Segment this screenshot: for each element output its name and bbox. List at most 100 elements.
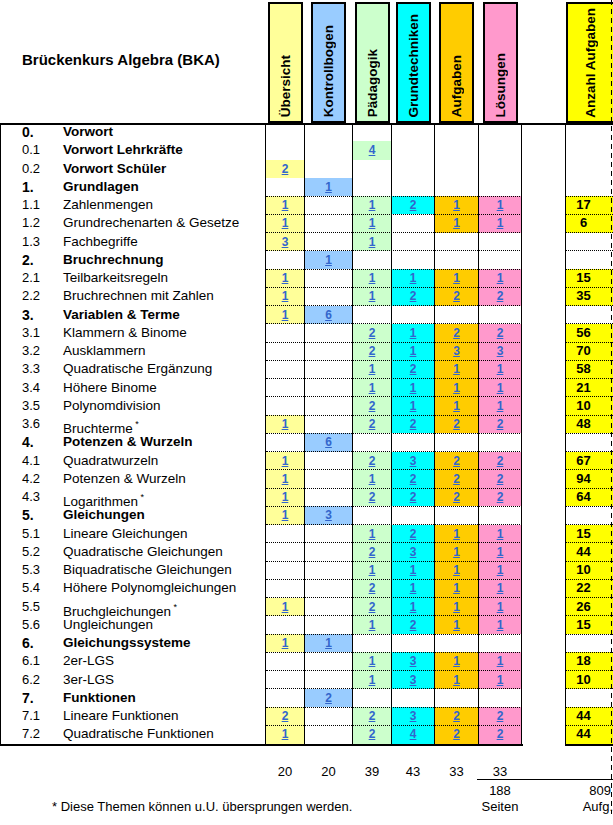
topic-link[interactable]: 1	[353, 616, 392, 634]
topic-link[interactable]: 1	[353, 379, 392, 397]
topic-link[interactable]: 1	[435, 598, 479, 616]
topic-link[interactable]: 2	[435, 415, 479, 433]
topic-link[interactable]: 1	[266, 506, 305, 524]
topic-link[interactable]: 1	[392, 324, 435, 342]
topic-link[interactable]: 1	[435, 652, 479, 670]
topic-link[interactable]: 3	[392, 652, 435, 670]
topic-link[interactable]: 1	[479, 196, 522, 214]
topic-link[interactable]: 1	[479, 579, 522, 597]
topic-link[interactable]: 3	[266, 233, 305, 251]
topic-link[interactable]: 1	[353, 269, 392, 287]
topic-link[interactable]: 2	[353, 707, 392, 725]
topic-link[interactable]: 1	[353, 652, 392, 670]
topic-link[interactable]: 2	[392, 470, 435, 488]
topic-link[interactable]: 3	[392, 707, 435, 725]
topic-link[interactable]: 1	[435, 525, 479, 543]
topic-link[interactable]: 3	[435, 342, 479, 360]
topic-link[interactable]: 2	[392, 360, 435, 378]
topic-link[interactable]: 1	[353, 287, 392, 305]
topic-link[interactable]: 2	[353, 342, 392, 360]
topic-link[interactable]: 1	[305, 634, 353, 652]
topic-link[interactable]: 2	[479, 452, 522, 470]
topic-link[interactable]: 1	[353, 525, 392, 543]
topic-link[interactable]: 1	[479, 360, 522, 378]
topic-link[interactable]: 1	[479, 543, 522, 561]
topic-link[interactable]: 4	[353, 141, 392, 159]
topic-link[interactable]: 2	[479, 324, 522, 342]
topic-link[interactable]: 2	[305, 689, 353, 707]
topic-link[interactable]: 2	[353, 543, 392, 561]
topic-link[interactable]: 2	[479, 415, 522, 433]
topic-link[interactable]: 1	[479, 671, 522, 689]
topic-link[interactable]: 2	[479, 707, 522, 725]
topic-link[interactable]: 1	[266, 415, 305, 433]
topic-link[interactable]: 2	[479, 725, 522, 743]
topic-link[interactable]: 2	[435, 452, 479, 470]
topic-link[interactable]: 2	[353, 397, 392, 415]
topic-link[interactable]: 2	[353, 452, 392, 470]
topic-link[interactable]: 1	[266, 470, 305, 488]
topic-link[interactable]: 2	[353, 324, 392, 342]
topic-link[interactable]: 1	[266, 306, 305, 324]
topic-link[interactable]: 2	[479, 470, 522, 488]
topic-link[interactable]: 1	[479, 214, 522, 232]
topic-link[interactable]: 1	[353, 470, 392, 488]
topic-link[interactable]: 1	[266, 214, 305, 232]
topic-link[interactable]: 1	[305, 251, 353, 269]
topic-link[interactable]: 1	[435, 579, 479, 597]
topic-link[interactable]: 1	[435, 360, 479, 378]
topic-link[interactable]: 2	[266, 160, 305, 178]
topic-link[interactable]: 1	[266, 634, 305, 652]
topic-link[interactable]: 2	[392, 525, 435, 543]
topic-link[interactable]: 1	[266, 725, 305, 743]
topic-link[interactable]: 2	[353, 725, 392, 743]
topic-link[interactable]: 3	[392, 452, 435, 470]
topic-link[interactable]: 2	[435, 488, 479, 506]
topic-link[interactable]: 2	[479, 488, 522, 506]
topic-link[interactable]: 2	[353, 488, 392, 506]
topic-link[interactable]: 1	[479, 269, 522, 287]
topic-link[interactable]: 2	[353, 598, 392, 616]
topic-link[interactable]: 1	[435, 543, 479, 561]
topic-link[interactable]: 1	[353, 360, 392, 378]
topic-link[interactable]: 1	[479, 598, 522, 616]
topic-link[interactable]: 1	[266, 488, 305, 506]
topic-link[interactable]: 1	[266, 196, 305, 214]
topic-link[interactable]: 1	[479, 561, 522, 579]
topic-link[interactable]: 6	[305, 433, 353, 451]
topic-link[interactable]: 2	[266, 707, 305, 725]
topic-link[interactable]: 2	[392, 616, 435, 634]
topic-link[interactable]: 1	[435, 269, 479, 287]
topic-link[interactable]: 1	[353, 214, 392, 232]
topic-link[interactable]: 2	[435, 470, 479, 488]
topic-link[interactable]: 1	[435, 616, 479, 634]
topic-link[interactable]: 1	[392, 598, 435, 616]
topic-link[interactable]: 1	[266, 452, 305, 470]
topic-link[interactable]: 2	[392, 196, 435, 214]
topic-link[interactable]: 1	[435, 196, 479, 214]
topic-link[interactable]: 1	[392, 397, 435, 415]
topic-link[interactable]: 1	[435, 671, 479, 689]
topic-link[interactable]: 1	[353, 561, 392, 579]
topic-link[interactable]: 1	[392, 342, 435, 360]
topic-link[interactable]: 1	[479, 652, 522, 670]
topic-link[interactable]: 1	[353, 671, 392, 689]
topic-link[interactable]: 2	[353, 579, 392, 597]
topic-link[interactable]: 1	[353, 233, 392, 251]
topic-link[interactable]: 1	[392, 379, 435, 397]
topic-link[interactable]: 1	[479, 525, 522, 543]
topic-link[interactable]: 1	[392, 561, 435, 579]
topic-link[interactable]: 2	[435, 324, 479, 342]
topic-link[interactable]: 2	[435, 287, 479, 305]
topic-link[interactable]: 1	[435, 397, 479, 415]
topic-link[interactable]: 2	[392, 287, 435, 305]
topic-link[interactable]: 1	[392, 269, 435, 287]
topic-link[interactable]: 1	[479, 616, 522, 634]
topic-link[interactable]: 1	[392, 579, 435, 597]
topic-link[interactable]: 1	[435, 379, 479, 397]
topic-link[interactable]: 1	[305, 178, 353, 196]
topic-link[interactable]: 2	[479, 287, 522, 305]
topic-link[interactable]: 3	[392, 543, 435, 561]
topic-link[interactable]: 2	[353, 415, 392, 433]
topic-link[interactable]: 4	[392, 725, 435, 743]
